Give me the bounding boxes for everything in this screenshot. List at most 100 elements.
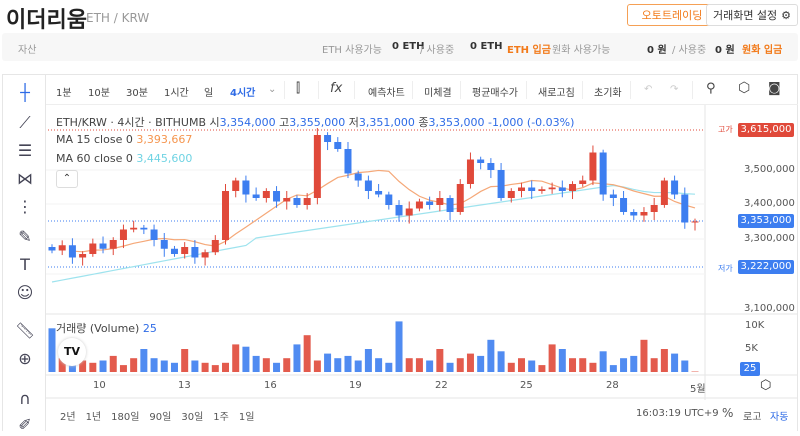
candle-body [293,198,300,205]
candle-body [467,160,474,185]
volume-bar [549,344,556,372]
volume-bar [528,361,535,373]
volume-bar [661,349,668,372]
tradingview-logo: TV [58,338,86,366]
volume-bar [334,358,341,372]
candle-body [487,163,494,170]
candle-body [640,212,647,216]
volume-bar [253,356,260,372]
candle-body [630,212,637,216]
range-90d[interactable]: 90일 [149,408,171,423]
candle-body [396,205,403,216]
candle-body [100,244,107,249]
ma60-legend: MA 60 close 0 3,445,600 [56,152,192,165]
symbol-label: ETH/KRW · 4시간 · BITHUMB [56,116,206,129]
ma15-legend: MA 15 close 0 3,393,667 [56,133,192,146]
close-label: 종 [418,116,428,129]
candle-body [202,252,209,257]
volume-bar [396,321,403,372]
date-tick: 28 [606,380,619,391]
candle-body [671,181,678,195]
change-value: -1,000 (-0.03%) [488,116,574,129]
ma15-value: 3,393,667 [136,133,192,146]
candle-body [477,160,484,164]
volume-bar [385,363,392,372]
candle-body [161,240,168,249]
volume-bar [457,358,464,372]
volume-bar [171,363,178,372]
volume-tick: 5K [745,343,758,354]
volume-bar [487,340,494,372]
volume-bar [508,363,515,372]
candle-body [232,181,239,192]
ma60-label: MA 60 close 0 [56,152,133,165]
volume-bar [498,351,505,372]
candle-body [436,198,443,205]
volume-bar [110,356,117,372]
candle-body [130,228,137,230]
candle-body [263,191,270,198]
volume-tag: 25 [740,362,760,376]
candle-body [681,195,688,223]
date-tick: 10 [93,380,106,391]
percent-toggle[interactable]: % [722,406,733,420]
candle-body [49,247,56,251]
candle-body [344,149,351,174]
price-tick: 3,500,000 [744,164,795,175]
axis-settings-icon[interactable]: ⬡ [760,378,771,393]
log-toggle[interactable]: 로고 [743,408,761,423]
volume-bar [651,358,658,372]
volume-bar [314,361,321,373]
volume-bar [671,354,678,372]
candle-body [181,247,188,254]
volume-bar [202,363,209,372]
candle-body [355,174,362,181]
volume-label: 거래량 (Volume) [56,322,139,335]
volume-bar [630,356,637,372]
candle-body [69,245,76,257]
volume-bar [120,365,127,372]
volume-bar [355,361,362,373]
volume-bar [477,356,484,372]
volume-bar [620,358,627,372]
low-price-tag: 3,222,000 [738,260,794,274]
current-price-tag: 3,353,000 [738,214,794,228]
collapse-legend-button[interactable]: ⌃ [56,170,78,188]
date-tick: 5월 [690,380,706,395]
date-tick: 19 [349,380,362,391]
range-180d[interactable]: 180일 [111,408,139,423]
volume-bar [242,347,249,372]
open-value: 3,354,000 [220,116,276,129]
volume-bar [538,365,545,372]
volume-bar [559,349,566,372]
candle-body [457,184,464,212]
high-price-tag: 3,615,000 [738,123,794,137]
volume-bar [681,361,688,373]
range-1w[interactable]: 1주 [213,408,229,423]
candle-body [549,188,556,190]
candle-body [110,240,117,249]
range-2y[interactable]: 2년 [60,408,76,423]
candle-body [324,135,331,142]
candle-body [314,135,321,198]
volume-bar [89,363,96,372]
volume-bar [100,361,107,373]
candle-body [171,249,178,254]
range-30d[interactable]: 30일 [181,408,203,423]
ma15-label: MA 15 close 0 [56,133,133,146]
candle-body [191,247,198,258]
volume-bar [375,358,382,372]
candle-body [406,209,413,216]
volume-bar [416,358,423,372]
range-1y[interactable]: 1년 [86,408,102,423]
candle-body [385,195,392,206]
candle-body [365,181,372,192]
auto-toggle[interactable]: 자동 [770,408,788,423]
volume-bar [161,361,168,373]
close-value: 3,353,000 [428,116,484,129]
candle-body [304,198,311,205]
volume-bar [467,354,474,372]
range-1d[interactable]: 1일 [239,408,255,423]
candle-body [620,198,627,212]
